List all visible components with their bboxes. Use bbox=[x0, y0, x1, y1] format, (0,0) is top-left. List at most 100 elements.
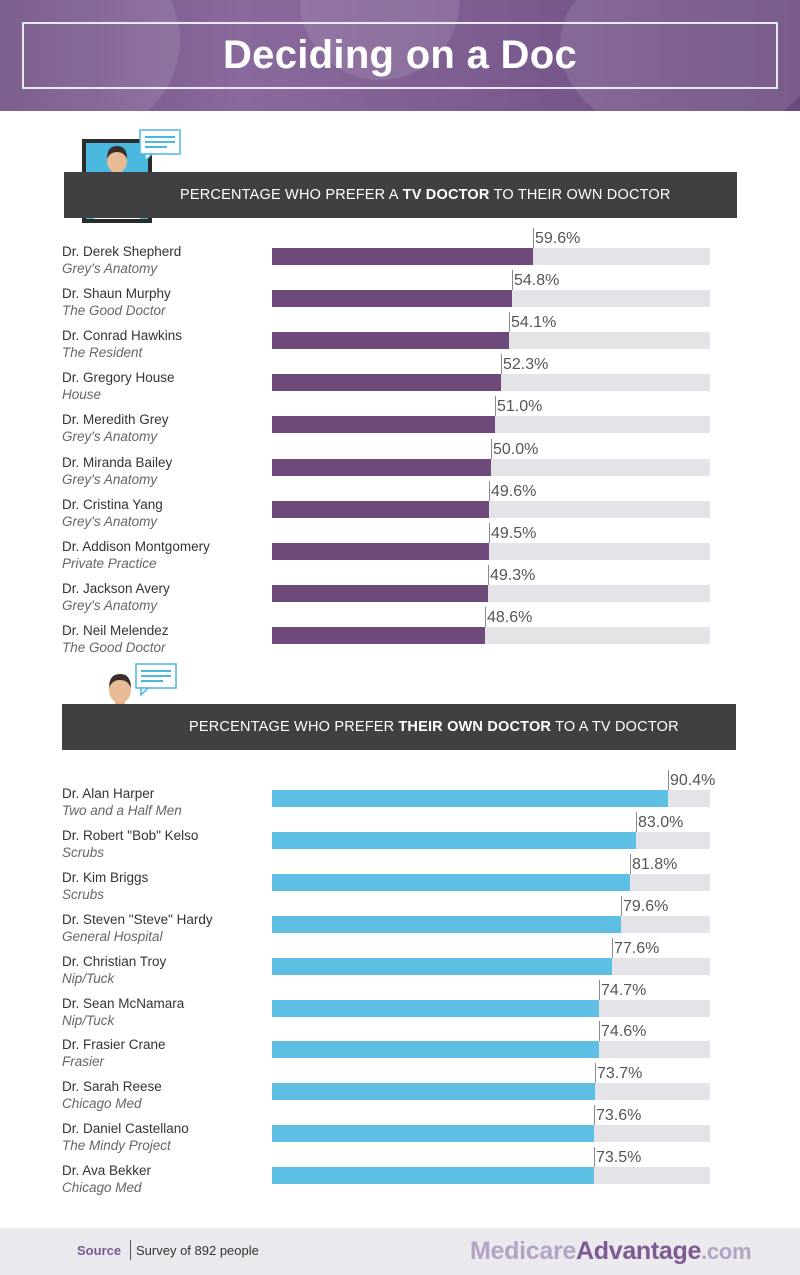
bar-marker bbox=[599, 1021, 600, 1041]
bar-marker bbox=[595, 1063, 596, 1083]
show-name: The Good Doctor bbox=[62, 303, 166, 318]
bar bbox=[272, 832, 636, 849]
bar-marker bbox=[594, 1147, 595, 1167]
show-name: The Mindy Project bbox=[62, 1138, 171, 1153]
bar-value-label: 48.6% bbox=[487, 609, 533, 626]
bar-value-label: 73.7% bbox=[597, 1065, 643, 1082]
show-name: Grey's Anatomy bbox=[62, 261, 158, 276]
show-name: Frasier bbox=[62, 1054, 105, 1069]
show-name: Grey's Anatomy bbox=[62, 598, 158, 613]
doctor-name: Dr. Derek Shepherd bbox=[62, 244, 182, 259]
bar-track bbox=[272, 874, 710, 891]
doctor-name: Dr. Shaun Murphy bbox=[62, 286, 171, 301]
doctor-name: Dr. Meredith Grey bbox=[62, 412, 169, 427]
doctor-name: Dr. Jackson Avery bbox=[62, 581, 170, 596]
bar-marker bbox=[636, 812, 637, 832]
bar-value-label: 74.6% bbox=[601, 1023, 647, 1040]
bar-track bbox=[272, 374, 710, 391]
bar-value-label: 77.6% bbox=[614, 940, 660, 957]
show-name: Chicago Med bbox=[62, 1096, 142, 1111]
bar-value-label: 74.7% bbox=[601, 982, 647, 999]
bar-value-label: 49.5% bbox=[491, 525, 537, 542]
bar-value-label: 52.3% bbox=[503, 356, 549, 373]
bar-marker bbox=[594, 1105, 595, 1125]
doctor-name: Dr. Addison Montgomery bbox=[62, 539, 210, 554]
header-banner: Deciding on a Doc bbox=[0, 0, 800, 111]
doctor-name: Dr. Ava Bekker bbox=[62, 1163, 152, 1178]
bar-marker bbox=[668, 770, 669, 790]
bar bbox=[272, 627, 485, 644]
bar bbox=[272, 585, 488, 602]
bar-value-label: 83.0% bbox=[638, 814, 684, 831]
bar-value-label: 81.8% bbox=[632, 856, 678, 873]
doctor-name: Dr. Cristina Yang bbox=[62, 497, 163, 512]
speech-bubble-icon bbox=[135, 663, 177, 697]
bar bbox=[272, 1000, 599, 1017]
bar-value-label: 54.8% bbox=[514, 272, 560, 289]
show-name: Nip/Tuck bbox=[62, 1013, 115, 1028]
footer: Source Survey of 892 people MedicareAdva… bbox=[0, 1228, 800, 1275]
doctor-name: Dr. Sean McNamara bbox=[62, 996, 185, 1011]
bar bbox=[272, 958, 612, 975]
bar-value-label: 73.6% bbox=[596, 1107, 642, 1124]
bar bbox=[272, 416, 495, 433]
doctor-name: Dr. Conrad Hawkins bbox=[62, 328, 183, 343]
doctor-name: Dr. Sarah Reese bbox=[62, 1079, 162, 1094]
doctor-name: Dr. Robert "Bob" Kelso bbox=[62, 828, 199, 843]
doctor-name: Dr. Miranda Bailey bbox=[62, 455, 173, 470]
banner-tv-post: TO THEIR OWN DOCTOR bbox=[493, 187, 671, 203]
bar-marker bbox=[533, 228, 534, 248]
bar-marker bbox=[512, 270, 513, 290]
brand-part-2: Advantage bbox=[576, 1237, 702, 1265]
bar-marker bbox=[495, 396, 496, 416]
bar-marker bbox=[485, 607, 486, 627]
show-name: Scrubs bbox=[62, 845, 105, 860]
bar bbox=[272, 1083, 595, 1100]
bar-track bbox=[272, 290, 710, 307]
bar bbox=[272, 790, 668, 807]
show-name: House bbox=[62, 387, 102, 402]
banner-tv-pre: PERCENTAGE WHO PREFER A bbox=[180, 187, 399, 203]
bar-marker bbox=[509, 312, 510, 332]
bar bbox=[272, 290, 512, 307]
doctor-name: Dr. Frasier Crane bbox=[62, 1037, 166, 1052]
bar-track bbox=[272, 916, 710, 933]
brand-logo: MedicareAdvantage.com bbox=[470, 1237, 752, 1266]
bar bbox=[272, 332, 509, 349]
doctor-name: Dr. Alan Harper bbox=[62, 786, 155, 801]
source-text: Survey of 892 people bbox=[136, 1243, 259, 1258]
page-title: Deciding on a Doc bbox=[222, 33, 578, 77]
show-name: The Good Doctor bbox=[62, 640, 166, 655]
show-name: Grey's Anatomy bbox=[62, 429, 158, 444]
section-banner-own: PERCENTAGE WHO PREFER THEIR OWN DOCTOR T… bbox=[62, 704, 736, 750]
bar-marker bbox=[630, 854, 631, 874]
bar-value-label: 73.5% bbox=[596, 1149, 642, 1166]
bar-track bbox=[272, 790, 710, 807]
banner-own-pre: PERCENTAGE WHO PREFER bbox=[189, 719, 395, 735]
bar-track bbox=[272, 1167, 710, 1184]
bar-marker bbox=[491, 439, 492, 459]
banner-own-post: TO A TV DOCTOR bbox=[555, 719, 679, 735]
bar-track bbox=[272, 1125, 710, 1142]
bar-track bbox=[272, 1083, 710, 1100]
section-banner-tv: PERCENTAGE WHO PREFER A TV DOCTOR TO THE… bbox=[64, 172, 737, 218]
bar-marker bbox=[489, 523, 490, 543]
bar-track bbox=[272, 1041, 710, 1058]
bar-track bbox=[272, 501, 710, 518]
bar-marker bbox=[501, 354, 502, 374]
bar-track bbox=[272, 585, 710, 602]
doctor-name: Dr. Christian Troy bbox=[62, 954, 167, 969]
bar-value-label: 49.3% bbox=[490, 567, 536, 584]
bar-value-label: 49.6% bbox=[491, 483, 537, 500]
bar-value-label: 54.1% bbox=[511, 314, 557, 331]
doctor-name: Dr. Steven "Steve" Hardy bbox=[62, 912, 213, 927]
source-divider bbox=[130, 1240, 131, 1260]
bar-track bbox=[272, 416, 710, 433]
bar bbox=[272, 874, 630, 891]
show-name: General Hospital bbox=[62, 929, 163, 944]
source-label: Source bbox=[77, 1243, 122, 1258]
show-name: Chicago Med bbox=[62, 1180, 142, 1195]
show-name: Nip/Tuck bbox=[62, 971, 115, 986]
bar-marker bbox=[612, 938, 613, 958]
bar-value-label: 51.0% bbox=[497, 398, 543, 415]
